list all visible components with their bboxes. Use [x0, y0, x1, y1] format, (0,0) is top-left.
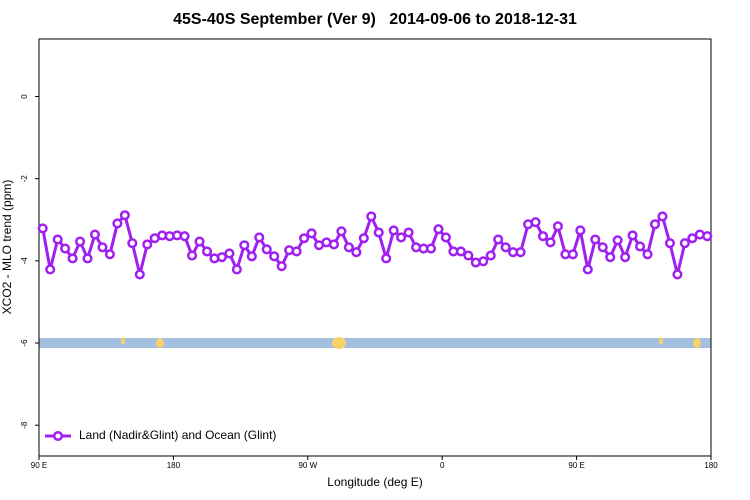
data-point — [664, 238, 675, 249]
legend-marker — [52, 430, 64, 442]
data-point — [299, 233, 310, 244]
data-point — [82, 253, 93, 264]
data-point — [119, 210, 130, 221]
x-tick-label: 90 E — [31, 461, 47, 470]
data-point — [530, 217, 541, 228]
data-point — [575, 225, 586, 236]
y-tick-label: -6 — [20, 339, 29, 347]
data-point — [358, 233, 369, 244]
legend-label: Land (Nadir&Glint) and Ocean (Glint) — [79, 428, 276, 442]
data-point — [500, 242, 511, 253]
data-point — [201, 246, 213, 257]
land-patch — [156, 338, 164, 348]
data-point — [381, 253, 392, 264]
land-patch — [332, 337, 346, 349]
y-tick-label: 0 — [20, 94, 29, 99]
data-point — [97, 242, 108, 253]
data-point — [216, 252, 227, 263]
x-axis-label: Longitude (deg E) — [327, 475, 422, 489]
data-point — [75, 236, 86, 247]
data-point — [537, 231, 549, 242]
data-point — [642, 249, 653, 260]
data-point — [687, 233, 698, 244]
data-point — [194, 236, 205, 247]
data-point — [515, 247, 526, 258]
data-point — [657, 211, 668, 222]
land-ocean-band — [39, 337, 711, 349]
x-tick-label: 0 — [440, 461, 445, 470]
data-point — [702, 231, 713, 242]
data-point — [37, 223, 48, 234]
data-point — [134, 269, 145, 280]
data-point — [142, 239, 153, 250]
data-point — [493, 234, 504, 245]
data-point — [612, 235, 623, 246]
data-point — [552, 221, 563, 232]
data-point — [351, 247, 362, 258]
data-point — [440, 232, 451, 243]
data-point — [366, 211, 377, 222]
data-point — [291, 246, 302, 257]
land-patch — [659, 337, 663, 345]
x-tick-label: 180 — [167, 461, 181, 470]
data-point — [582, 264, 593, 275]
data-point — [455, 246, 466, 257]
data-point — [45, 264, 56, 275]
data-point — [343, 242, 354, 253]
data-point — [276, 261, 287, 272]
ocean-band — [39, 338, 711, 348]
data-point — [388, 225, 399, 236]
data-point — [478, 256, 489, 267]
data-point — [112, 218, 123, 229]
y-axis-label: XCO2 - MLO trend (ppm) — [0, 180, 14, 315]
y-tick-label: -8 — [20, 421, 29, 429]
data-point — [52, 234, 63, 245]
data-point — [403, 227, 414, 238]
data-point — [627, 230, 638, 241]
x-tick-label: 180 — [704, 461, 718, 470]
data-point — [269, 251, 280, 262]
data-point — [239, 240, 250, 251]
data-point — [396, 232, 407, 243]
data-point — [89, 229, 101, 240]
data-point — [620, 252, 631, 263]
data-point — [373, 227, 384, 238]
data-point — [425, 243, 437, 254]
data-point — [649, 219, 661, 230]
land-patch — [121, 337, 125, 345]
data-point — [567, 249, 578, 260]
data-point — [187, 250, 198, 261]
data-point — [306, 228, 317, 239]
data-point — [635, 241, 646, 252]
x-tick-label: 90 W — [298, 461, 317, 470]
y-tick-label: -2 — [20, 175, 29, 183]
x-tick-label: 90 E — [568, 461, 584, 470]
data-point — [463, 250, 474, 261]
land-patch — [693, 338, 701, 348]
data-point — [246, 251, 257, 262]
data-point — [433, 224, 444, 235]
data-point — [545, 237, 556, 248]
data-point — [104, 249, 115, 260]
data-point — [328, 239, 339, 250]
data-point — [231, 264, 242, 275]
data-point — [679, 238, 690, 249]
data-point — [590, 234, 601, 245]
data-point — [485, 250, 496, 261]
chart-title: 45S-40S September (Ver 9) 2014-09-06 to … — [173, 11, 577, 28]
data-point — [254, 232, 265, 243]
plot-frame — [38, 38, 712, 457]
y-tick-label: -4 — [20, 257, 29, 265]
data-point — [605, 252, 616, 263]
data-point — [67, 253, 78, 264]
data-point — [597, 242, 608, 253]
data-point — [672, 269, 683, 280]
data-point — [60, 243, 71, 254]
data-point — [261, 244, 272, 255]
data-point — [127, 238, 138, 249]
data-point — [179, 231, 190, 242]
data-point — [224, 248, 235, 259]
data-point — [336, 226, 347, 237]
